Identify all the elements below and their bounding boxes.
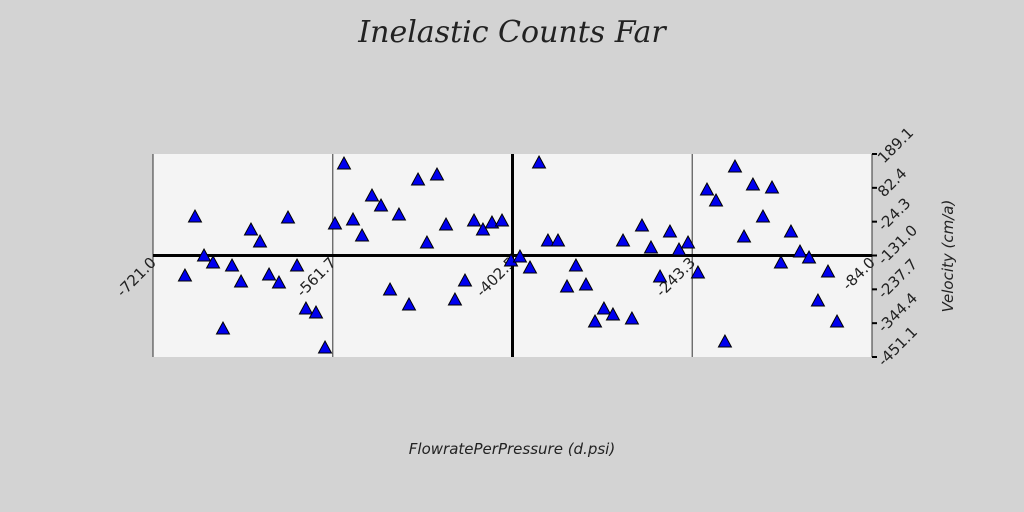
- marker: [429, 166, 445, 181]
- marker: [662, 223, 678, 238]
- marker: [624, 310, 640, 325]
- marker: [587, 313, 603, 328]
- marker: [512, 248, 528, 263]
- y-tick-label: 82.4: [874, 164, 910, 200]
- marker: [494, 212, 510, 227]
- marker: [457, 272, 473, 287]
- marker: [596, 300, 612, 315]
- marker: [615, 232, 631, 247]
- marker: [605, 306, 621, 321]
- marker: [401, 296, 417, 311]
- marker: [233, 273, 249, 288]
- marker: [745, 176, 761, 191]
- marker: [317, 339, 333, 354]
- marker: [829, 313, 845, 328]
- chart-title: Inelastic Counts Far: [357, 15, 667, 50]
- marker: [177, 267, 193, 282]
- x-axis-label: FlowratePerPressure (d.psi): [409, 440, 615, 458]
- marker: [196, 247, 212, 262]
- marker: [382, 281, 398, 296]
- marker: [447, 291, 463, 306]
- marker: [708, 192, 724, 207]
- marker: [205, 254, 221, 269]
- marker: [336, 155, 352, 170]
- marker: [643, 239, 659, 254]
- marker: [327, 215, 343, 230]
- marker: [289, 257, 305, 272]
- marker: [578, 276, 594, 291]
- marker: [690, 264, 706, 279]
- marker: [792, 243, 808, 258]
- marker: [419, 234, 435, 249]
- marker: [810, 292, 826, 307]
- marker: [755, 208, 771, 223]
- marker: [475, 221, 491, 236]
- marker: [252, 233, 268, 248]
- marker: [559, 278, 575, 293]
- marker: [522, 259, 538, 274]
- marker: [671, 241, 687, 256]
- marker: [391, 206, 407, 221]
- marker: [550, 232, 566, 247]
- marker: [634, 217, 650, 232]
- marker: [224, 257, 240, 272]
- marker: [568, 257, 584, 272]
- marker: [773, 254, 789, 269]
- marker: [717, 333, 733, 348]
- marker: [727, 158, 743, 173]
- y-axis-label: Velocity (cm/a): [939, 200, 957, 313]
- marker: [373, 197, 389, 212]
- marker: [764, 179, 780, 194]
- marker: [280, 209, 296, 224]
- marker: [410, 171, 426, 186]
- marker: [438, 216, 454, 231]
- marker: [271, 274, 287, 289]
- marker: [736, 228, 752, 243]
- marker: [345, 211, 361, 226]
- marker: [298, 300, 314, 315]
- marker: [540, 232, 556, 247]
- marker: [308, 304, 324, 319]
- marker: [801, 249, 817, 264]
- marker: [466, 212, 482, 227]
- marker: [243, 221, 259, 236]
- marker: [354, 227, 370, 242]
- marker: [484, 214, 500, 229]
- marker: [699, 181, 715, 196]
- marker: [680, 234, 696, 249]
- marker: [187, 208, 203, 223]
- marker: [364, 187, 380, 202]
- marker: [215, 320, 231, 335]
- marker: [531, 154, 547, 169]
- marker: [783, 223, 799, 238]
- marker: [261, 266, 277, 281]
- y-tick-label: 189.1: [874, 124, 917, 167]
- marker: [820, 263, 836, 278]
- marker: [652, 268, 668, 283]
